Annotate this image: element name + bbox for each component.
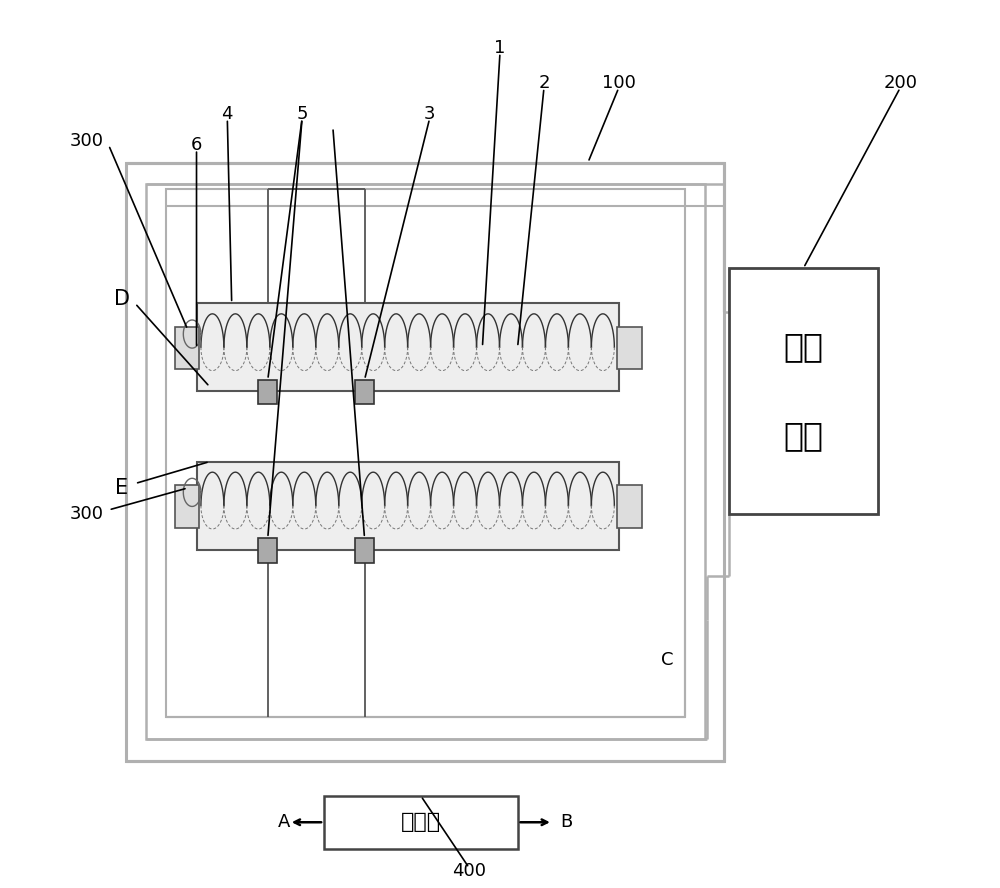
Text: 4: 4 [222,105,233,123]
Bar [617,327,642,369]
Bar [355,380,374,404]
Text: 2: 2 [538,75,550,92]
Text: 300: 300 [70,131,104,149]
Bar [729,268,878,514]
Text: 200: 200 [883,75,917,92]
Text: 3: 3 [424,105,435,123]
Text: 6: 6 [191,136,202,154]
Bar [175,486,199,527]
Text: 系统: 系统 [783,419,823,452]
Text: 100: 100 [602,75,636,92]
Text: 300: 300 [70,505,104,523]
Text: D: D [114,289,130,309]
Bar [197,462,619,550]
Text: 5: 5 [296,105,308,123]
Bar [617,486,642,527]
Bar [258,538,277,563]
Bar [258,380,277,404]
Text: C: C [661,651,673,669]
Bar [324,796,518,849]
Text: 400: 400 [452,861,486,880]
Text: B: B [560,813,572,831]
Bar [197,304,619,392]
Text: 控制: 控制 [783,330,823,363]
Text: E: E [115,478,128,498]
Text: 1: 1 [494,39,506,57]
Bar [166,189,685,717]
Bar [146,185,705,739]
Bar [175,327,199,369]
Text: A: A [278,813,291,831]
Bar [355,538,374,563]
Bar [126,163,724,761]
Text: 固定器: 固定器 [401,813,441,832]
